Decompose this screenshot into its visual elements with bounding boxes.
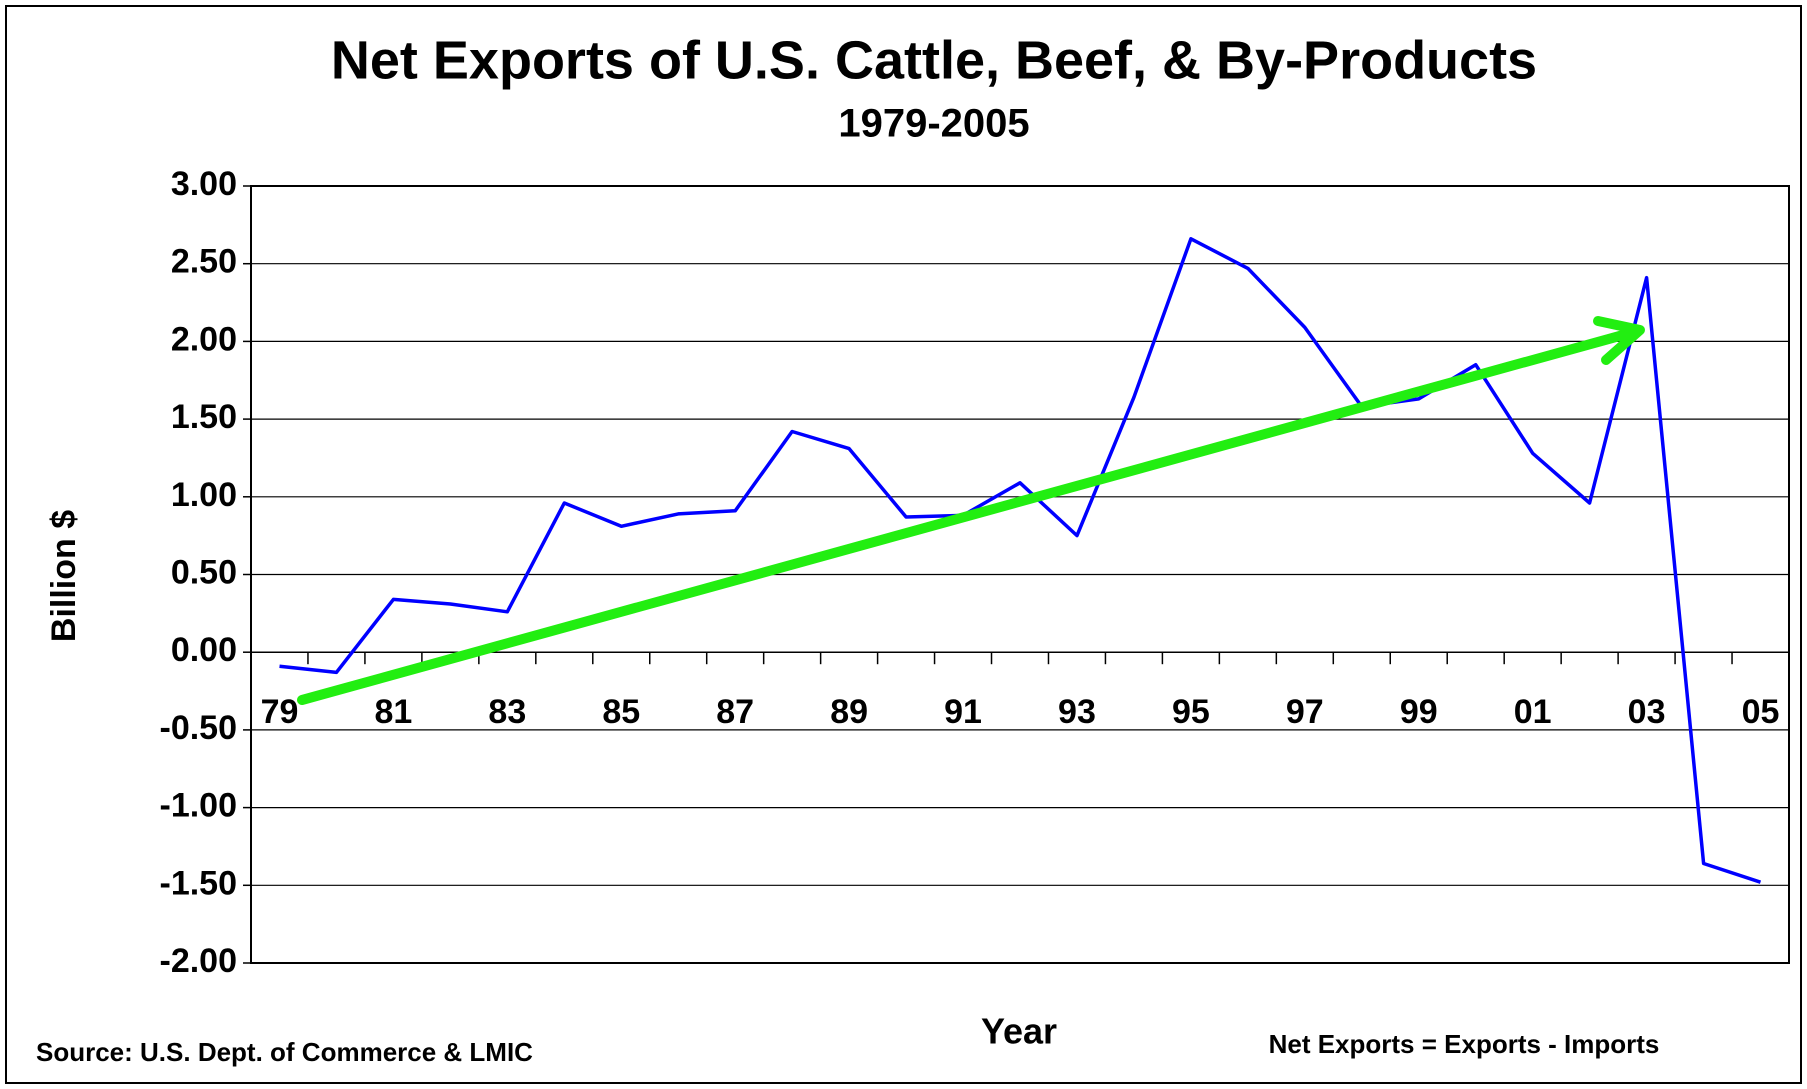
data-line: [279, 237, 1762, 884]
y-tick-label: -0.50: [160, 709, 238, 747]
y-tick-label: 2.50: [171, 243, 237, 281]
x-tick-label: 79: [261, 693, 299, 731]
trend-arrow: [297, 327, 1639, 705]
y-tick-label: 1.00: [171, 476, 237, 514]
x-tick-label: 05: [1742, 693, 1780, 731]
y-tick-label: -1.00: [160, 787, 238, 825]
x-tick-label: 93: [1058, 693, 1096, 731]
x-tick-label: 03: [1628, 693, 1666, 731]
x-tick-label: 91: [944, 693, 982, 731]
x-tick-label: 87: [716, 693, 754, 731]
formula-note: Net Exports = Exports - Imports: [1269, 1029, 1660, 1059]
y-tick-label: 2.00: [171, 320, 237, 358]
x-tick-label: 83: [488, 693, 526, 731]
y-tick-label: 3.00: [171, 165, 237, 203]
chart-border: [5, 5, 1802, 1084]
x-axis-label: Year: [981, 1011, 1057, 1052]
y-tick-label: 0.00: [171, 631, 237, 669]
x-tick-label: 99: [1400, 693, 1438, 731]
chart-subtitle: 1979-2005: [838, 102, 1029, 146]
y-tick-label: 0.50: [171, 553, 237, 591]
x-tick-label: 95: [1172, 693, 1210, 731]
trend-arrow-head: [1593, 316, 1645, 365]
plot-frame: [250, 185, 1790, 964]
x-tick-label: 81: [374, 693, 412, 731]
x-tick-label: 01: [1514, 693, 1552, 731]
y-tick-label: -2.00: [160, 942, 238, 980]
x-tick-label: 89: [830, 693, 868, 731]
y-axis-label: Billion $: [45, 510, 83, 642]
chart-title: Net Exports of U.S. Cattle, Beef, & By-P…: [331, 30, 1537, 90]
y-tick-label: 1.50: [171, 398, 237, 436]
y-tick-label: -1.50: [160, 864, 238, 902]
x-tick-label: 97: [1286, 693, 1324, 731]
source-note: Source: U.S. Dept. of Commerce & LMIC: [36, 1037, 533, 1067]
x-tick-label: 85: [602, 693, 640, 731]
